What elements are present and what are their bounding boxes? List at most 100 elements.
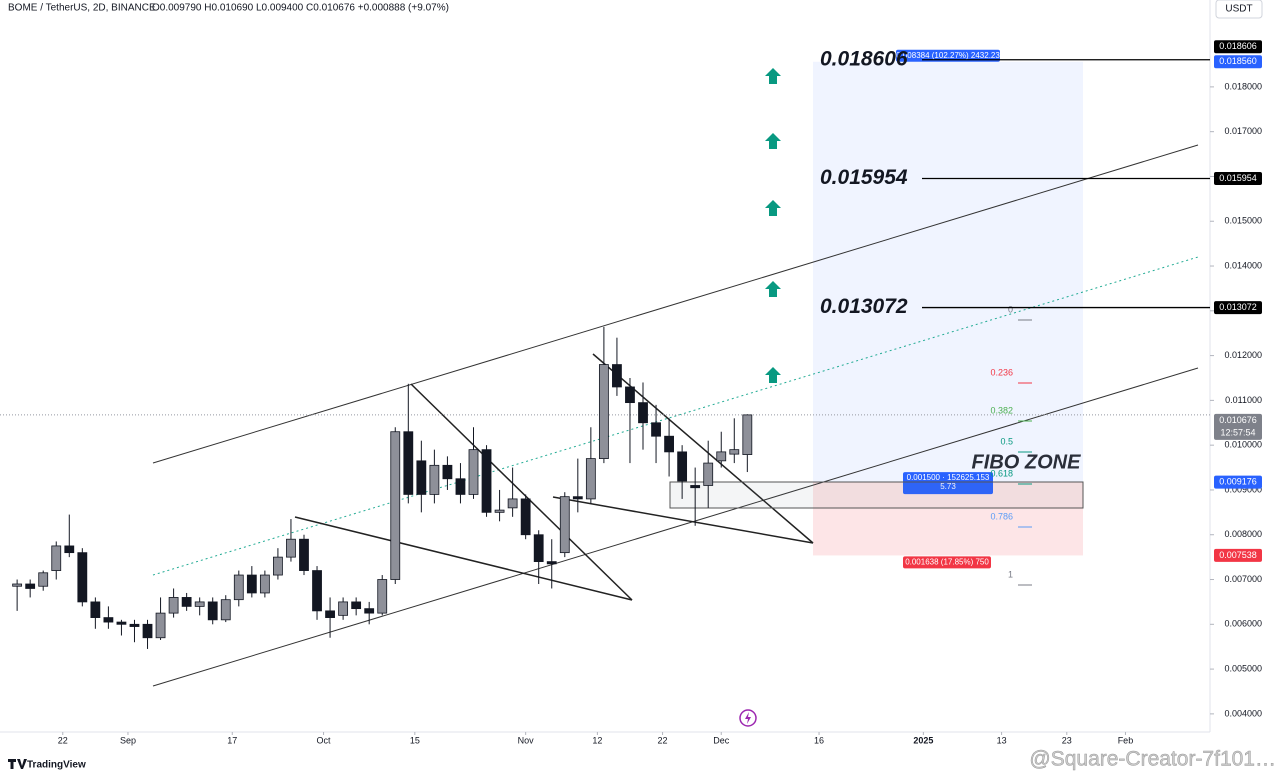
candle-body xyxy=(246,574,257,594)
stop-label: 0.001638 (17.85%) 750 xyxy=(905,558,989,567)
x-tick-label: 23 xyxy=(1062,735,1072,745)
candle-body xyxy=(455,478,466,495)
arrow-up xyxy=(765,367,781,383)
currency[interactable]: USDT xyxy=(1225,4,1252,15)
event-icon[interactable] xyxy=(739,709,757,727)
ohlc: O0.009790 H0.010690 L0.009400 C0.010676 … xyxy=(152,3,449,14)
channel-upper xyxy=(152,144,1199,464)
candle-body xyxy=(625,386,635,404)
x-tick-label: Nov xyxy=(518,735,535,745)
candle-body xyxy=(468,449,479,495)
price-badge xyxy=(1214,55,1262,69)
fib-label: 0.5 xyxy=(1000,436,1013,446)
currency-box[interactable] xyxy=(1215,0,1263,19)
price-badge xyxy=(1214,475,1262,489)
candle-body xyxy=(638,402,648,424)
candle-body xyxy=(716,451,727,462)
candle-body xyxy=(651,422,661,437)
y-tick-label: 0.017000 xyxy=(1224,126,1262,136)
candle-body xyxy=(233,574,244,601)
candle-body xyxy=(90,601,101,618)
candle-body xyxy=(416,460,427,495)
x-tick-label: 22 xyxy=(58,735,68,745)
price-badge-label: 0.010676 xyxy=(1219,415,1257,425)
candle-body xyxy=(325,610,335,618)
y-tick-label: 0.018000 xyxy=(1224,81,1262,91)
arrow-up xyxy=(765,68,781,84)
candle-body xyxy=(77,552,88,603)
x-tick-label: 2025 xyxy=(913,735,933,745)
price-badge-label: 0.007538 xyxy=(1219,550,1257,560)
x-tick-label: Feb xyxy=(1118,735,1134,745)
y-tick-label: 0.007000 xyxy=(1224,574,1262,584)
x-tick-label: Oct xyxy=(317,735,332,745)
fib-label: 0.382 xyxy=(990,405,1013,415)
candle-body xyxy=(103,617,114,623)
fib-label: 1 xyxy=(1008,569,1013,579)
candle-body xyxy=(64,545,75,554)
fib-label: 0.236 xyxy=(990,367,1013,377)
candle-body xyxy=(299,538,309,571)
y-tick-label: 0.006000 xyxy=(1224,619,1262,629)
candle-body xyxy=(168,597,179,614)
candle-body xyxy=(742,414,753,455)
y-tick-label: 0.012000 xyxy=(1224,350,1262,360)
candle-body xyxy=(338,601,349,616)
candle-body xyxy=(142,623,153,639)
range-box xyxy=(669,481,1084,509)
y-tick-label: 0.004000 xyxy=(1224,708,1262,718)
target-zone xyxy=(813,61,1083,483)
candle-body xyxy=(494,509,505,513)
arrow-up xyxy=(765,200,781,216)
price-badge xyxy=(1214,548,1262,562)
candle-body xyxy=(403,431,414,495)
candle-body xyxy=(703,462,714,486)
y-tick-label: 0.011000 xyxy=(1225,395,1262,405)
candle-body xyxy=(585,458,596,500)
candle-body xyxy=(612,364,622,388)
candle-body xyxy=(129,623,140,627)
fib-label: 0.786 xyxy=(990,511,1013,521)
x-tick-label: 16 xyxy=(814,735,824,745)
entry-sublabel: 5.73 xyxy=(940,482,956,491)
x-tick-label: Sep xyxy=(120,735,136,745)
arrow-up xyxy=(765,281,781,297)
candle-body xyxy=(155,612,166,639)
candle-body xyxy=(51,545,62,571)
price-badge xyxy=(1214,413,1262,440)
fib-label: 0 xyxy=(1008,304,1013,314)
x-tick-label: 12 xyxy=(592,735,602,745)
fib-label: 0.618 xyxy=(990,468,1013,478)
price-badge xyxy=(1214,40,1262,54)
candle-body xyxy=(533,534,544,563)
wedge-line xyxy=(552,496,814,544)
y-tick-label: 0.015000 xyxy=(1224,216,1262,226)
level-label: 0.018606 xyxy=(820,47,908,70)
y-tick-label: 0.005000 xyxy=(1224,663,1262,673)
candle-body xyxy=(116,621,127,625)
candle-body xyxy=(181,597,192,607)
candle-body xyxy=(12,583,23,587)
stop-zone xyxy=(813,482,1083,556)
candle-body xyxy=(273,556,283,576)
price-badge xyxy=(1214,172,1262,186)
x-tick-label: 17 xyxy=(227,735,237,745)
price-badge-label: 0.018560 xyxy=(1219,56,1257,66)
x-tick-label: 22 xyxy=(658,735,668,745)
candle-body xyxy=(25,583,36,589)
x-tick-label: Dec xyxy=(713,735,730,745)
arrows xyxy=(765,68,781,383)
candle-body xyxy=(220,599,231,621)
candle-body xyxy=(442,464,453,480)
candle-body xyxy=(690,485,701,489)
candle-body xyxy=(598,364,609,460)
level-label: 0.015954 xyxy=(820,166,908,189)
channel-mid xyxy=(152,256,1199,576)
event-icon[interactable] xyxy=(745,712,751,724)
price-badge xyxy=(1214,301,1262,315)
y-tick-label: 0.008000 xyxy=(1224,529,1262,539)
label-box xyxy=(896,49,1000,62)
candle-body xyxy=(729,449,740,455)
arrow-up xyxy=(765,133,781,149)
